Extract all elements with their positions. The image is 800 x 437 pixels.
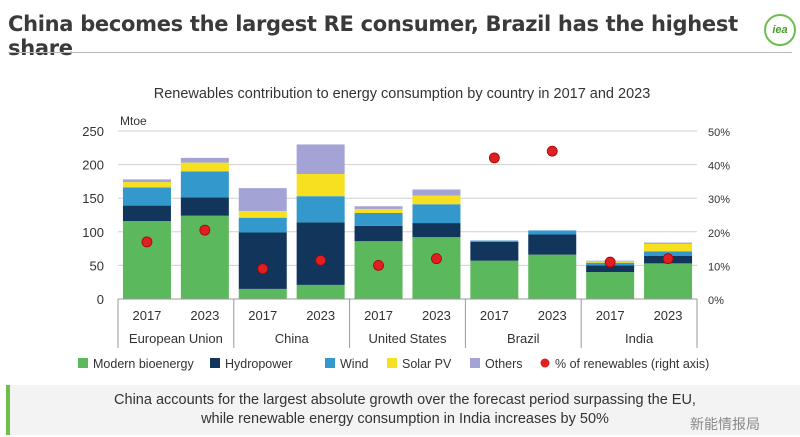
bar-segment (180, 157, 229, 163)
bar-segment (180, 162, 229, 172)
footer-box: China accounts for the largest absolute … (6, 385, 800, 435)
bar-segment (644, 263, 693, 299)
bar-segment (412, 189, 461, 196)
bar-segment (644, 243, 693, 252)
y-axis-label: Mtoe (120, 114, 147, 128)
y2-tick-label: 20% (708, 228, 730, 240)
y-tick-label: 0 (97, 292, 104, 307)
bar-segment (586, 272, 635, 299)
bar-segment (122, 179, 171, 183)
bar-segment (122, 187, 171, 206)
bar-segment (354, 206, 403, 209)
x-tick-label: 2023 (422, 308, 451, 323)
bar-segment (470, 260, 519, 299)
legend-swatch (470, 358, 480, 368)
bar-segment (354, 212, 403, 226)
bar-segment (528, 254, 577, 299)
legend-label: Wind (340, 357, 369, 371)
bar-segment (296, 196, 345, 223)
x-tick-label: 2023 (538, 308, 567, 323)
pct-point (546, 145, 558, 157)
divider (8, 52, 792, 53)
bar-segment (528, 230, 577, 235)
pct-point (257, 263, 269, 275)
x-tick-label: 2017 (132, 308, 161, 323)
bar-segment (180, 197, 229, 216)
legend-swatch (78, 358, 88, 368)
bar-segment (470, 240, 519, 242)
legend-swatch (210, 358, 220, 368)
bar-segment (238, 188, 287, 211)
bar-segment (412, 223, 461, 238)
y2-tick-label: 50% (708, 127, 730, 139)
x-tick-label: 2023 (306, 308, 335, 323)
bar-segment (412, 204, 461, 224)
pct-point (604, 256, 616, 268)
pct-point (199, 224, 211, 236)
legend-label: Others (485, 357, 523, 371)
bar-segment (528, 234, 577, 255)
y-tick-label: 100 (82, 225, 104, 240)
group-label: China (275, 331, 310, 346)
group-label: Brazil (507, 331, 540, 346)
bar-segment (586, 265, 635, 273)
bar-segment (296, 144, 345, 175)
legend-label: Hydropower (225, 357, 292, 371)
chart: Renewables contribution to energy consum… (78, 86, 730, 371)
iea-logo: iea (764, 14, 796, 46)
bar-segment (354, 225, 403, 242)
bar-segment (238, 210, 287, 218)
x-tick-label: 2017 (248, 308, 277, 323)
legend-label: Solar PV (402, 357, 452, 371)
bar-segment (238, 288, 287, 299)
legend-swatch (325, 358, 335, 368)
chart-title: Renewables contribution to energy consum… (154, 86, 651, 102)
y-tick-label: 250 (82, 124, 104, 139)
y2-tick-label: 30% (708, 194, 730, 206)
y2-tick-label: 40% (708, 161, 730, 173)
x-tick-label: 2017 (596, 308, 625, 323)
pct-point (662, 253, 674, 265)
x-tick-label: 2017 (480, 308, 509, 323)
pct-point (488, 152, 500, 164)
bar-segment (180, 171, 229, 198)
bar-segment (122, 182, 171, 188)
bar-segment (644, 242, 693, 244)
group-label: European Union (129, 331, 223, 346)
legend-swatch (387, 358, 397, 368)
bar-segment (354, 208, 403, 213)
group-label: United States (368, 331, 447, 346)
y-tick-label: 150 (82, 191, 104, 206)
x-tick-label: 2023 (654, 308, 683, 323)
bar-segment (238, 232, 287, 289)
bar-segment (122, 205, 171, 222)
pct-point (315, 254, 327, 266)
legend-label: Modern bioenergy (93, 357, 195, 371)
bar-segment (296, 222, 345, 285)
group-label: India (625, 331, 654, 346)
bar-segment (238, 217, 287, 233)
slide-title: China becomes the largest RE consumer, B… (8, 12, 738, 60)
legend-label: % of renewables (right axis) (555, 357, 709, 371)
bar-segment (122, 221, 171, 299)
y-tick-label: 200 (82, 158, 104, 173)
footer-line-2: while renewable energy consumption in In… (201, 411, 609, 427)
bar-segment (296, 174, 345, 197)
x-tick-label: 2023 (190, 308, 219, 323)
y2-tick-label: 10% (708, 261, 730, 273)
bar-segment (470, 241, 519, 261)
pct-point (141, 236, 153, 248)
legend-marker (540, 358, 550, 368)
x-tick-label: 2017 (364, 308, 393, 323)
y2-tick-label: 0% (708, 295, 724, 307)
footer-line-1: China accounts for the largest absolute … (114, 392, 696, 408)
bar-segment (296, 284, 345, 299)
bar-segment (412, 237, 461, 299)
bar-segment (412, 195, 461, 205)
pct-point (431, 253, 442, 265)
y-tick-label: 50 (90, 258, 104, 273)
watermark: 新能情报局 (690, 416, 760, 432)
pct-point (373, 259, 384, 271)
